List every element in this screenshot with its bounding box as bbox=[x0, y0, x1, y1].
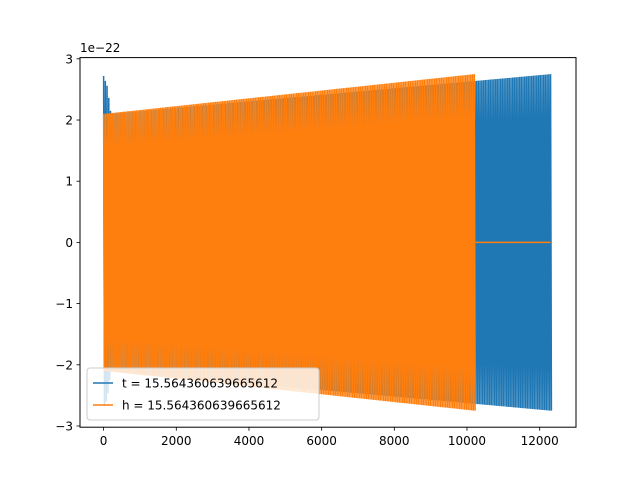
y-tick-label: 1 bbox=[65, 175, 73, 189]
y-tick-label: 0 bbox=[65, 236, 73, 250]
series-line-1 bbox=[102, 74, 551, 411]
x-tick-label: 4000 bbox=[234, 434, 265, 448]
x-tick-label: 6000 bbox=[306, 434, 337, 448]
y-tick-label: −1 bbox=[55, 297, 73, 311]
legend: t = 15.564360639665612 h = 15.56436063966… bbox=[86, 367, 320, 421]
x-axis: 0 2000 4000 6000 8000 10000 12000 bbox=[100, 427, 559, 448]
x-tick-label: 12000 bbox=[521, 434, 559, 448]
x-tick-label: 2000 bbox=[161, 434, 192, 448]
y-axis: −3 −2 −1 0 1 2 3 bbox=[55, 52, 80, 433]
x-tick-label: 0 bbox=[100, 434, 108, 448]
x-tick-label: 8000 bbox=[379, 434, 410, 448]
legend-box bbox=[86, 367, 320, 421]
y-tick-label: 3 bbox=[65, 52, 73, 66]
y-offset-label: 1e−22 bbox=[80, 41, 120, 55]
legend-label: t = 15.564360639665612 bbox=[122, 377, 278, 391]
y-tick-label: 2 bbox=[65, 114, 73, 128]
legend-label: h = 15.564360639665612 bbox=[122, 399, 281, 413]
x-tick-label: 10000 bbox=[448, 434, 486, 448]
y-tick-label: −2 bbox=[55, 358, 73, 372]
series-layer bbox=[102, 74, 553, 411]
y-tick-label: −3 bbox=[55, 419, 73, 433]
